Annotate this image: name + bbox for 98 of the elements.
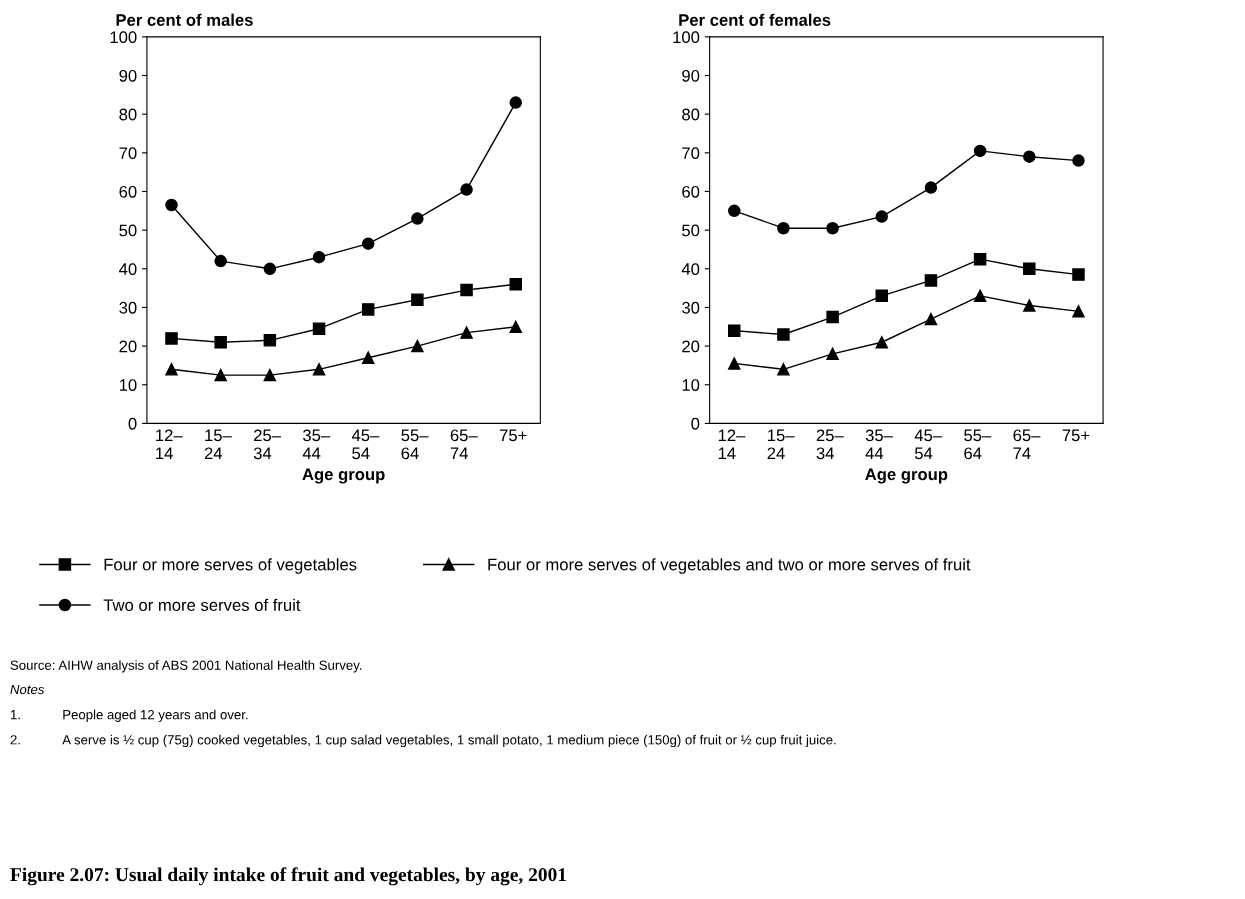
point	[826, 347, 839, 361]
legend-label: Two or more serves of fruit	[103, 598, 301, 612]
y-tick-label: 0	[691, 417, 700, 430]
text: 1. People aged 12 years and over.	[10, 709, 248, 722]
point	[460, 326, 473, 339]
y-tick-label: 70	[682, 147, 700, 160]
x-tick-label: 15– 24	[204, 429, 232, 460]
point	[263, 368, 277, 382]
point	[777, 328, 790, 341]
y-tick-label: 100	[110, 31, 137, 44]
text: Notes	[10, 684, 45, 695]
y-tick-label: 10	[119, 379, 137, 391]
x-tick-label: 55– 64	[964, 429, 992, 460]
point	[263, 334, 277, 347]
y-tick-label: 10	[682, 379, 700, 391]
point	[826, 310, 839, 324]
caption: Figure 2.07: Usual daily intake of fruit and vegetables, by age, 2001	[10, 867, 567, 886]
x-tick-label: 25– 34	[253, 429, 281, 460]
x-tick-label: 35– 44	[865, 429, 893, 460]
point	[165, 332, 178, 345]
y-tick-label: 80	[119, 108, 137, 121]
legend-label: Four or more serves of vegetables and two or more serves of fruit	[488, 558, 971, 574]
point	[411, 212, 424, 225]
y-tick-label: 40	[681, 263, 700, 275]
point	[411, 293, 424, 306]
point	[1023, 299, 1036, 312]
x-tick-label: 12– 14	[718, 429, 746, 460]
x-tick-label: 65– 74	[1013, 429, 1041, 460]
point	[509, 96, 522, 109]
x-tick-label: 65– 74	[450, 429, 478, 460]
point	[727, 204, 741, 218]
point	[312, 250, 326, 264]
point	[1072, 154, 1085, 167]
y-tick-label: 100	[673, 31, 700, 44]
point	[1072, 305, 1085, 318]
point	[973, 289, 987, 303]
point	[361, 303, 375, 316]
point	[509, 320, 522, 334]
point	[1072, 268, 1085, 281]
chart-title: Per cent of males	[116, 13, 253, 26]
point	[312, 363, 326, 376]
point	[165, 363, 178, 376]
y-tick-label: 70	[119, 147, 137, 160]
x-tick-label: 45– 54	[351, 429, 380, 460]
y-tick-label: 90	[682, 69, 700, 82]
point	[727, 357, 741, 370]
point	[361, 237, 375, 250]
point	[165, 198, 178, 212]
point	[973, 252, 987, 266]
point	[411, 339, 424, 353]
point	[875, 335, 889, 349]
y-tick-label: 30	[119, 301, 137, 314]
y-tick-label: 50	[119, 224, 137, 237]
x-axis-title: Age group	[302, 468, 385, 484]
point	[361, 351, 375, 364]
y-tick-label: 30	[682, 301, 700, 314]
x-tick-label: 25– 34	[816, 429, 844, 460]
x-tick-label: 15– 24	[767, 429, 795, 460]
point	[777, 363, 790, 376]
point	[214, 335, 227, 349]
point	[924, 274, 938, 287]
y-tick-label: 50	[682, 224, 700, 237]
point	[826, 221, 839, 235]
point	[460, 283, 473, 297]
point	[214, 254, 227, 268]
y-tick-label: 60	[682, 185, 700, 198]
point	[875, 289, 889, 303]
point	[924, 312, 938, 326]
x-tick-label: 75+	[499, 429, 527, 442]
legend-label: Four or more serves of vegetables	[104, 558, 357, 574]
source-note: Source: AIHW analysis of ABS 2001 National Health Survey.	[10, 660, 362, 673]
x-tick-label: 35– 44	[302, 429, 331, 460]
point	[1023, 262, 1036, 276]
point	[460, 183, 473, 196]
point	[509, 278, 522, 291]
x-tick-label: 55– 64	[401, 429, 429, 460]
y-tick-label: 40	[119, 263, 137, 275]
point	[214, 368, 227, 382]
y-tick-label: 60	[119, 185, 137, 198]
x-tick-label: 45– 54	[914, 429, 943, 460]
y-tick-label: 90	[119, 69, 137, 82]
point	[312, 322, 326, 335]
x-axis-title: Age group	[865, 468, 948, 484]
point	[263, 262, 277, 276]
point	[973, 144, 987, 158]
point	[777, 221, 790, 235]
y-tick-label: 20	[119, 340, 137, 353]
x-tick-label: 12– 14	[156, 429, 183, 460]
point	[875, 210, 889, 223]
y-tick-label: 80	[682, 108, 700, 121]
point	[924, 181, 938, 194]
y-tick-label: 0	[128, 417, 137, 430]
y-tick-label: 20	[682, 340, 700, 353]
point	[727, 324, 741, 337]
point	[1023, 150, 1036, 163]
chart-title: Per cent of females	[679, 13, 831, 26]
text: 2. A serve is ½ cup (75g) cooked vegetables, 1 cup salad vegetables, 1 small potato, 1 medium piece (150g) of fruit or ½ cup fruit juice.	[10, 734, 836, 748]
x-tick-label: 75+	[1062, 429, 1090, 442]
